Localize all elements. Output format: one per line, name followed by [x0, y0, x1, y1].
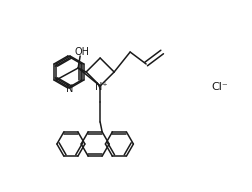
Text: N: N	[66, 84, 74, 94]
Text: Cl⁻: Cl⁻	[212, 82, 228, 92]
Text: N⁺: N⁺	[95, 82, 107, 92]
Text: OH: OH	[75, 47, 90, 57]
